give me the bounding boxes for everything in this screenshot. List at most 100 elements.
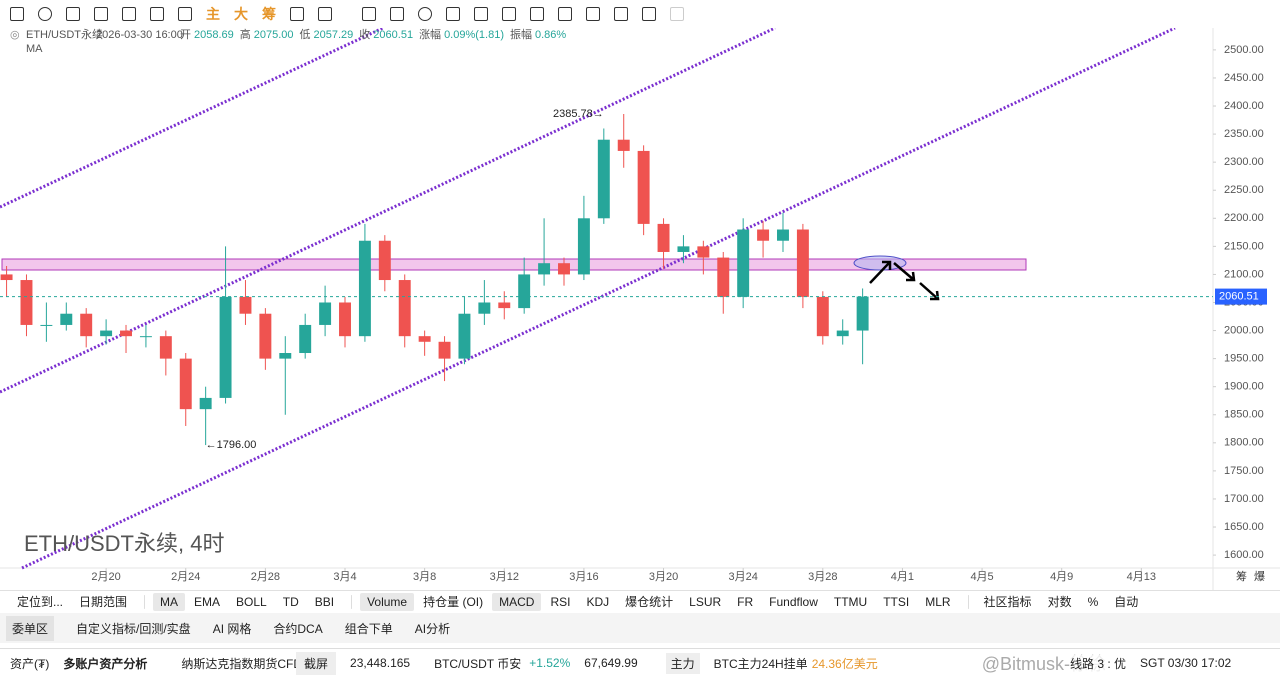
pair-change: +1.52% <box>529 656 571 670</box>
sub-indicator[interactable]: FR <box>737 594 754 609</box>
separator <box>351 594 353 609</box>
y-tick-label: 1700.00 <box>1224 493 1264 505</box>
y-tick-label: 1600.00 <box>1224 549 1264 561</box>
annotation: ←1796.00 <box>206 439 257 451</box>
line-icon[interactable] <box>150 7 164 21</box>
delete-icon[interactable] <box>614 7 628 21</box>
sub-indicator[interactable]: Fundflow <box>769 594 818 609</box>
candle-body <box>398 280 411 337</box>
candle-body <box>737 229 750 297</box>
sub-indicator[interactable]: Volume <box>360 592 415 611</box>
main-indicator[interactable]: TD <box>282 594 299 609</box>
text-icon[interactable] <box>122 7 136 21</box>
main-force[interactable]: 主力 <box>665 652 700 674</box>
forecast-arrows <box>869 260 940 301</box>
axis-option[interactable]: 自动 <box>1114 595 1139 609</box>
tool-icon[interactable] <box>474 7 488 21</box>
channel-line <box>21 26 1176 570</box>
main-indicator[interactable]: MA <box>153 592 186 611</box>
tool-icon[interactable] <box>390 7 404 21</box>
nasdaq-price: 23,448.165 <box>350 656 411 670</box>
y-tick-label: 1950.00 <box>1224 353 1264 365</box>
legend-value: 2075.00 <box>254 29 294 41</box>
tool-icon[interactable] <box>558 7 572 21</box>
main-indicator[interactable]: BBI <box>314 594 335 609</box>
panel-tab[interactable]: 合约DCA <box>273 621 323 636</box>
lock-icon[interactable] <box>502 7 516 21</box>
legend-value: 2057.29 <box>314 29 354 41</box>
pattern-icon[interactable] <box>66 7 80 21</box>
arrow <box>869 260 892 284</box>
y-tick-label: 2150.00 <box>1224 240 1264 252</box>
annotation: 2385.78→ <box>553 108 604 120</box>
candle-body <box>40 324 53 326</box>
axis-option[interactable]: % <box>1087 594 1099 609</box>
redo-icon[interactable] <box>670 7 684 21</box>
nasdaq[interactable]: 纳斯达克指数期货CFD <box>181 656 303 671</box>
assets[interactable]: 资产(₮) <box>10 656 50 671</box>
legend-label: 振幅 <box>510 27 532 41</box>
tool-label[interactable]: 大 <box>234 6 248 22</box>
channel-line <box>0 26 384 209</box>
main-indicator[interactable]: EMA <box>194 594 221 609</box>
separator <box>144 594 146 609</box>
sub-indicator[interactable]: TTMU <box>833 594 868 609</box>
candle-body <box>139 336 152 338</box>
toolbar-button[interactable]: 定位到... <box>17 595 64 609</box>
tool-icon[interactable] <box>446 7 460 21</box>
tool-label[interactable]: 筹 <box>262 6 276 22</box>
sub-indicator[interactable]: 持仓量 (OI) <box>423 595 484 609</box>
tool-label[interactable]: 主 <box>206 6 220 22</box>
tool-icon[interactable] <box>362 7 376 21</box>
candle-body <box>339 302 351 337</box>
filter-icon[interactable] <box>586 7 600 21</box>
ellipse-icon[interactable] <box>38 7 52 21</box>
pair[interactable]: BTC/USDT 币安 <box>434 656 522 671</box>
candle-body <box>558 263 570 275</box>
more-icon[interactable] <box>178 7 192 21</box>
menu-icon[interactable] <box>10 7 24 21</box>
undo-icon[interactable] <box>642 7 656 21</box>
panel-tab[interactable]: AI分析 <box>414 621 451 636</box>
sub-indicator[interactable]: MLR <box>925 594 951 609</box>
x-tick-label: 4月1 <box>891 571 914 583</box>
sub-indicator[interactable]: RSI <box>550 594 571 609</box>
sub-indicator[interactable]: MACD <box>492 592 542 611</box>
panel-tab[interactable]: 委单区 <box>6 615 55 641</box>
candle-body <box>816 296 829 337</box>
zoom-icon[interactable] <box>418 7 432 21</box>
panel-tab[interactable]: 组合下单 <box>344 621 393 636</box>
candle-body <box>498 302 511 309</box>
candle-body <box>199 397 212 410</box>
candle-body <box>796 229 809 297</box>
y-tick-label: 2350.00 <box>1224 128 1264 140</box>
panel-tab[interactable]: AI 网格 <box>212 621 252 636</box>
toolbar-button[interactable]: 日期范围 <box>79 595 128 609</box>
axis-corner: 爆 <box>1254 569 1265 583</box>
sub-indicator[interactable]: 爆仓统计 <box>625 595 674 609</box>
target-ellipse <box>853 255 907 271</box>
edit-icon[interactable] <box>290 7 304 21</box>
y-tick-label: 2400.00 <box>1224 100 1264 112</box>
axis-option[interactable]: 对数 <box>1047 595 1072 609</box>
separator <box>967 594 969 609</box>
candle-body <box>458 313 471 359</box>
legend-label: 收 <box>359 27 370 41</box>
candles <box>0 114 869 446</box>
candle-body <box>259 313 272 359</box>
main-indicator[interactable]: BOLL <box>236 594 267 609</box>
screenshot[interactable]: 截屏 <box>296 651 337 675</box>
axis-option[interactable]: 社区指标 <box>983 595 1032 609</box>
candle-body <box>100 330 113 337</box>
x-tick-label: 3月8 <box>413 571 436 583</box>
panel-tab[interactable]: 自定义指标/回测/实盘 <box>76 621 191 636</box>
x-tick-label: 4月9 <box>1050 571 1073 583</box>
tool-icon[interactable] <box>530 7 544 21</box>
sub-indicator[interactable]: TTSI <box>883 594 910 609</box>
edit-icon[interactable] <box>318 7 332 21</box>
multi-assets[interactable]: 多账户资产分析 <box>63 656 148 671</box>
candle-body <box>319 302 332 325</box>
sub-indicator[interactable]: LSUR <box>689 594 722 609</box>
rect-icon[interactable] <box>94 7 108 21</box>
sub-indicator[interactable]: KDJ <box>586 594 610 609</box>
